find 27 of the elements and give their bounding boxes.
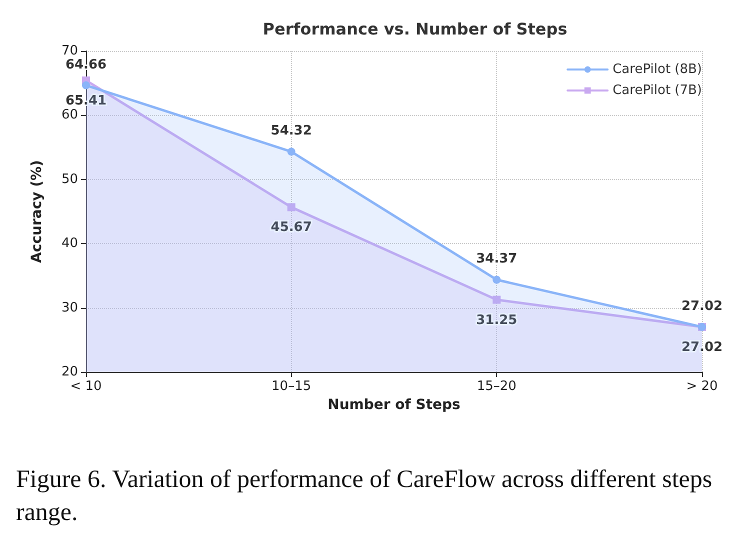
y-tick-label: 60	[61, 108, 78, 123]
data-label: 27.02	[681, 298, 723, 314]
legend-label: CarePilot (7B)	[612, 83, 702, 98]
point	[287, 203, 296, 212]
chart-title: Performance vs. Number of Steps	[262, 20, 568, 38]
y-axis-title: Accuracy (%)	[29, 160, 45, 263]
x-axis-title: Number of Steps	[328, 396, 460, 413]
y-tick-label: 50	[61, 172, 78, 187]
x-tick-label: > 20	[686, 379, 718, 394]
data-label: 45.67	[270, 220, 312, 236]
y-tick-label: 40	[61, 236, 78, 252]
x-tick-label: 15–20	[476, 379, 516, 394]
x-tick-label: 10–15	[272, 379, 312, 394]
legend-label: CarePilot (8B)	[612, 62, 702, 77]
point	[492, 296, 501, 304]
point	[82, 81, 90, 90]
data-label: 54.32	[270, 124, 312, 139]
y-tick-label: 70	[61, 44, 78, 58]
y-tick-label: 20	[61, 364, 78, 380]
point	[287, 148, 296, 156]
point	[492, 276, 501, 284]
x-tick-label: < 10	[70, 379, 102, 394]
data-label: 31.25	[476, 312, 518, 328]
data-label: 27.02	[681, 340, 723, 355]
data-label: 34.37	[476, 252, 518, 267]
caption: Figure 6. Variation of performance of CareFlow across different steps range.	[16, 466, 718, 526]
y-tick-label: 30	[61, 300, 78, 316]
